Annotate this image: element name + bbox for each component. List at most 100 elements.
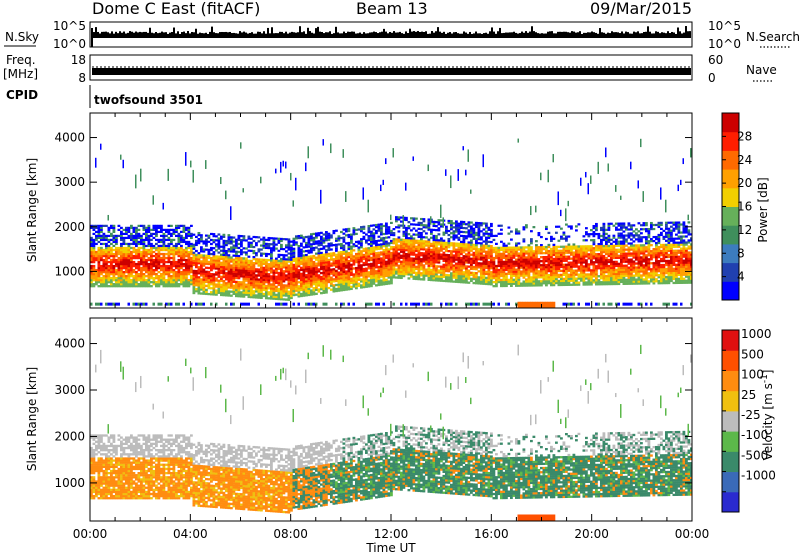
power-cell [460, 248, 463, 252]
power-cell [300, 292, 303, 296]
power-cell [90, 266, 93, 270]
power-cell [415, 229, 418, 232]
power-cell [250, 263, 253, 267]
power-cell [95, 258, 98, 262]
power-cell [122, 278, 126, 282]
power-cell [447, 268, 451, 271]
power-cell [412, 223, 416, 226]
power-cell [497, 276, 501, 280]
power-cell [102, 278, 106, 282]
power-cell [367, 279, 371, 282]
power-cell [202, 280, 206, 283]
power-cell [265, 272, 268, 276]
power-cell [407, 241, 411, 244]
power-cell [320, 237, 323, 240]
power-cell [312, 246, 316, 250]
power-cell [352, 275, 356, 278]
power-cell [415, 253, 418, 257]
power-cell [307, 273, 311, 276]
power-cell [100, 266, 103, 270]
power-cell [532, 266, 536, 269]
power-cell [487, 232, 491, 235]
power-cell [110, 283, 113, 286]
power-cell [112, 264, 116, 268]
power-cell [497, 254, 501, 258]
power-cell [502, 246, 506, 249]
power-cell [382, 277, 386, 280]
power-cell [415, 265, 418, 269]
power-cell [230, 206, 232, 220]
power-cell [145, 278, 148, 282]
power-cell [420, 227, 423, 231]
power-cell [375, 280, 378, 283]
power-cell [480, 252, 483, 255]
power-cell [402, 240, 406, 244]
power-cell [442, 263, 446, 266]
power-cell [495, 248, 498, 252]
power-cell [370, 234, 373, 237]
power-cell [242, 267, 246, 270]
power-cell [382, 267, 386, 270]
power-cell [487, 256, 491, 260]
power-cell [475, 282, 478, 285]
power-cell [230, 238, 233, 241]
power-cell [220, 237, 223, 240]
nsky-bar [93, 32, 95, 38]
power-cell [250, 259, 253, 263]
power-cell [125, 230, 128, 234]
power-cell [130, 252, 133, 256]
power-cell [327, 254, 331, 258]
nsky-bar [359, 32, 361, 38]
power-cell [97, 270, 101, 274]
power-cell [352, 273, 356, 276]
power-cell [420, 274, 423, 277]
power-cell [480, 278, 483, 281]
nsky-bar [221, 31, 223, 38]
nsky-bar [493, 31, 495, 38]
power-cell [392, 252, 396, 255]
power-cell [237, 260, 241, 264]
power-cell [515, 254, 518, 257]
power-cell [520, 270, 523, 273]
power-cell [112, 268, 116, 272]
power-cell [265, 284, 268, 288]
power-cell [92, 246, 96, 250]
power-cell [165, 230, 168, 234]
power-cell [460, 264, 463, 268]
power-cell [375, 242, 378, 245]
power-cell [332, 260, 336, 263]
power-cell [310, 283, 313, 286]
power-cell [190, 283, 193, 286]
nsky-bar [117, 33, 119, 38]
power-cell [530, 248, 533, 251]
power-cell [197, 290, 201, 293]
power-cell [505, 282, 508, 286]
power-cell [262, 258, 266, 261]
nsky-bar [397, 32, 399, 38]
power-cell [175, 242, 178, 246]
power-cell [167, 260, 171, 264]
power-cell [140, 254, 143, 258]
power-cell [405, 228, 408, 232]
power-cell [502, 248, 506, 251]
power-cell [355, 283, 358, 286]
power-cell [420, 248, 423, 251]
power-cell [380, 233, 383, 236]
power-cell [485, 242, 488, 245]
power-cell [200, 270, 203, 273]
power-cell [277, 259, 281, 263]
power-cell [357, 248, 361, 251]
power-cell [220, 277, 223, 281]
power-cell [297, 271, 301, 274]
power-cell [180, 248, 183, 252]
power-cell [375, 229, 378, 233]
power-cell [147, 224, 151, 227]
power-cell [195, 253, 198, 257]
power-cell [425, 254, 428, 257]
power-cell [535, 268, 538, 271]
power-cell [245, 251, 248, 254]
power-cell [132, 250, 136, 254]
power-cell [425, 262, 428, 265]
power-cell [155, 248, 158, 252]
power-cell [225, 239, 228, 243]
